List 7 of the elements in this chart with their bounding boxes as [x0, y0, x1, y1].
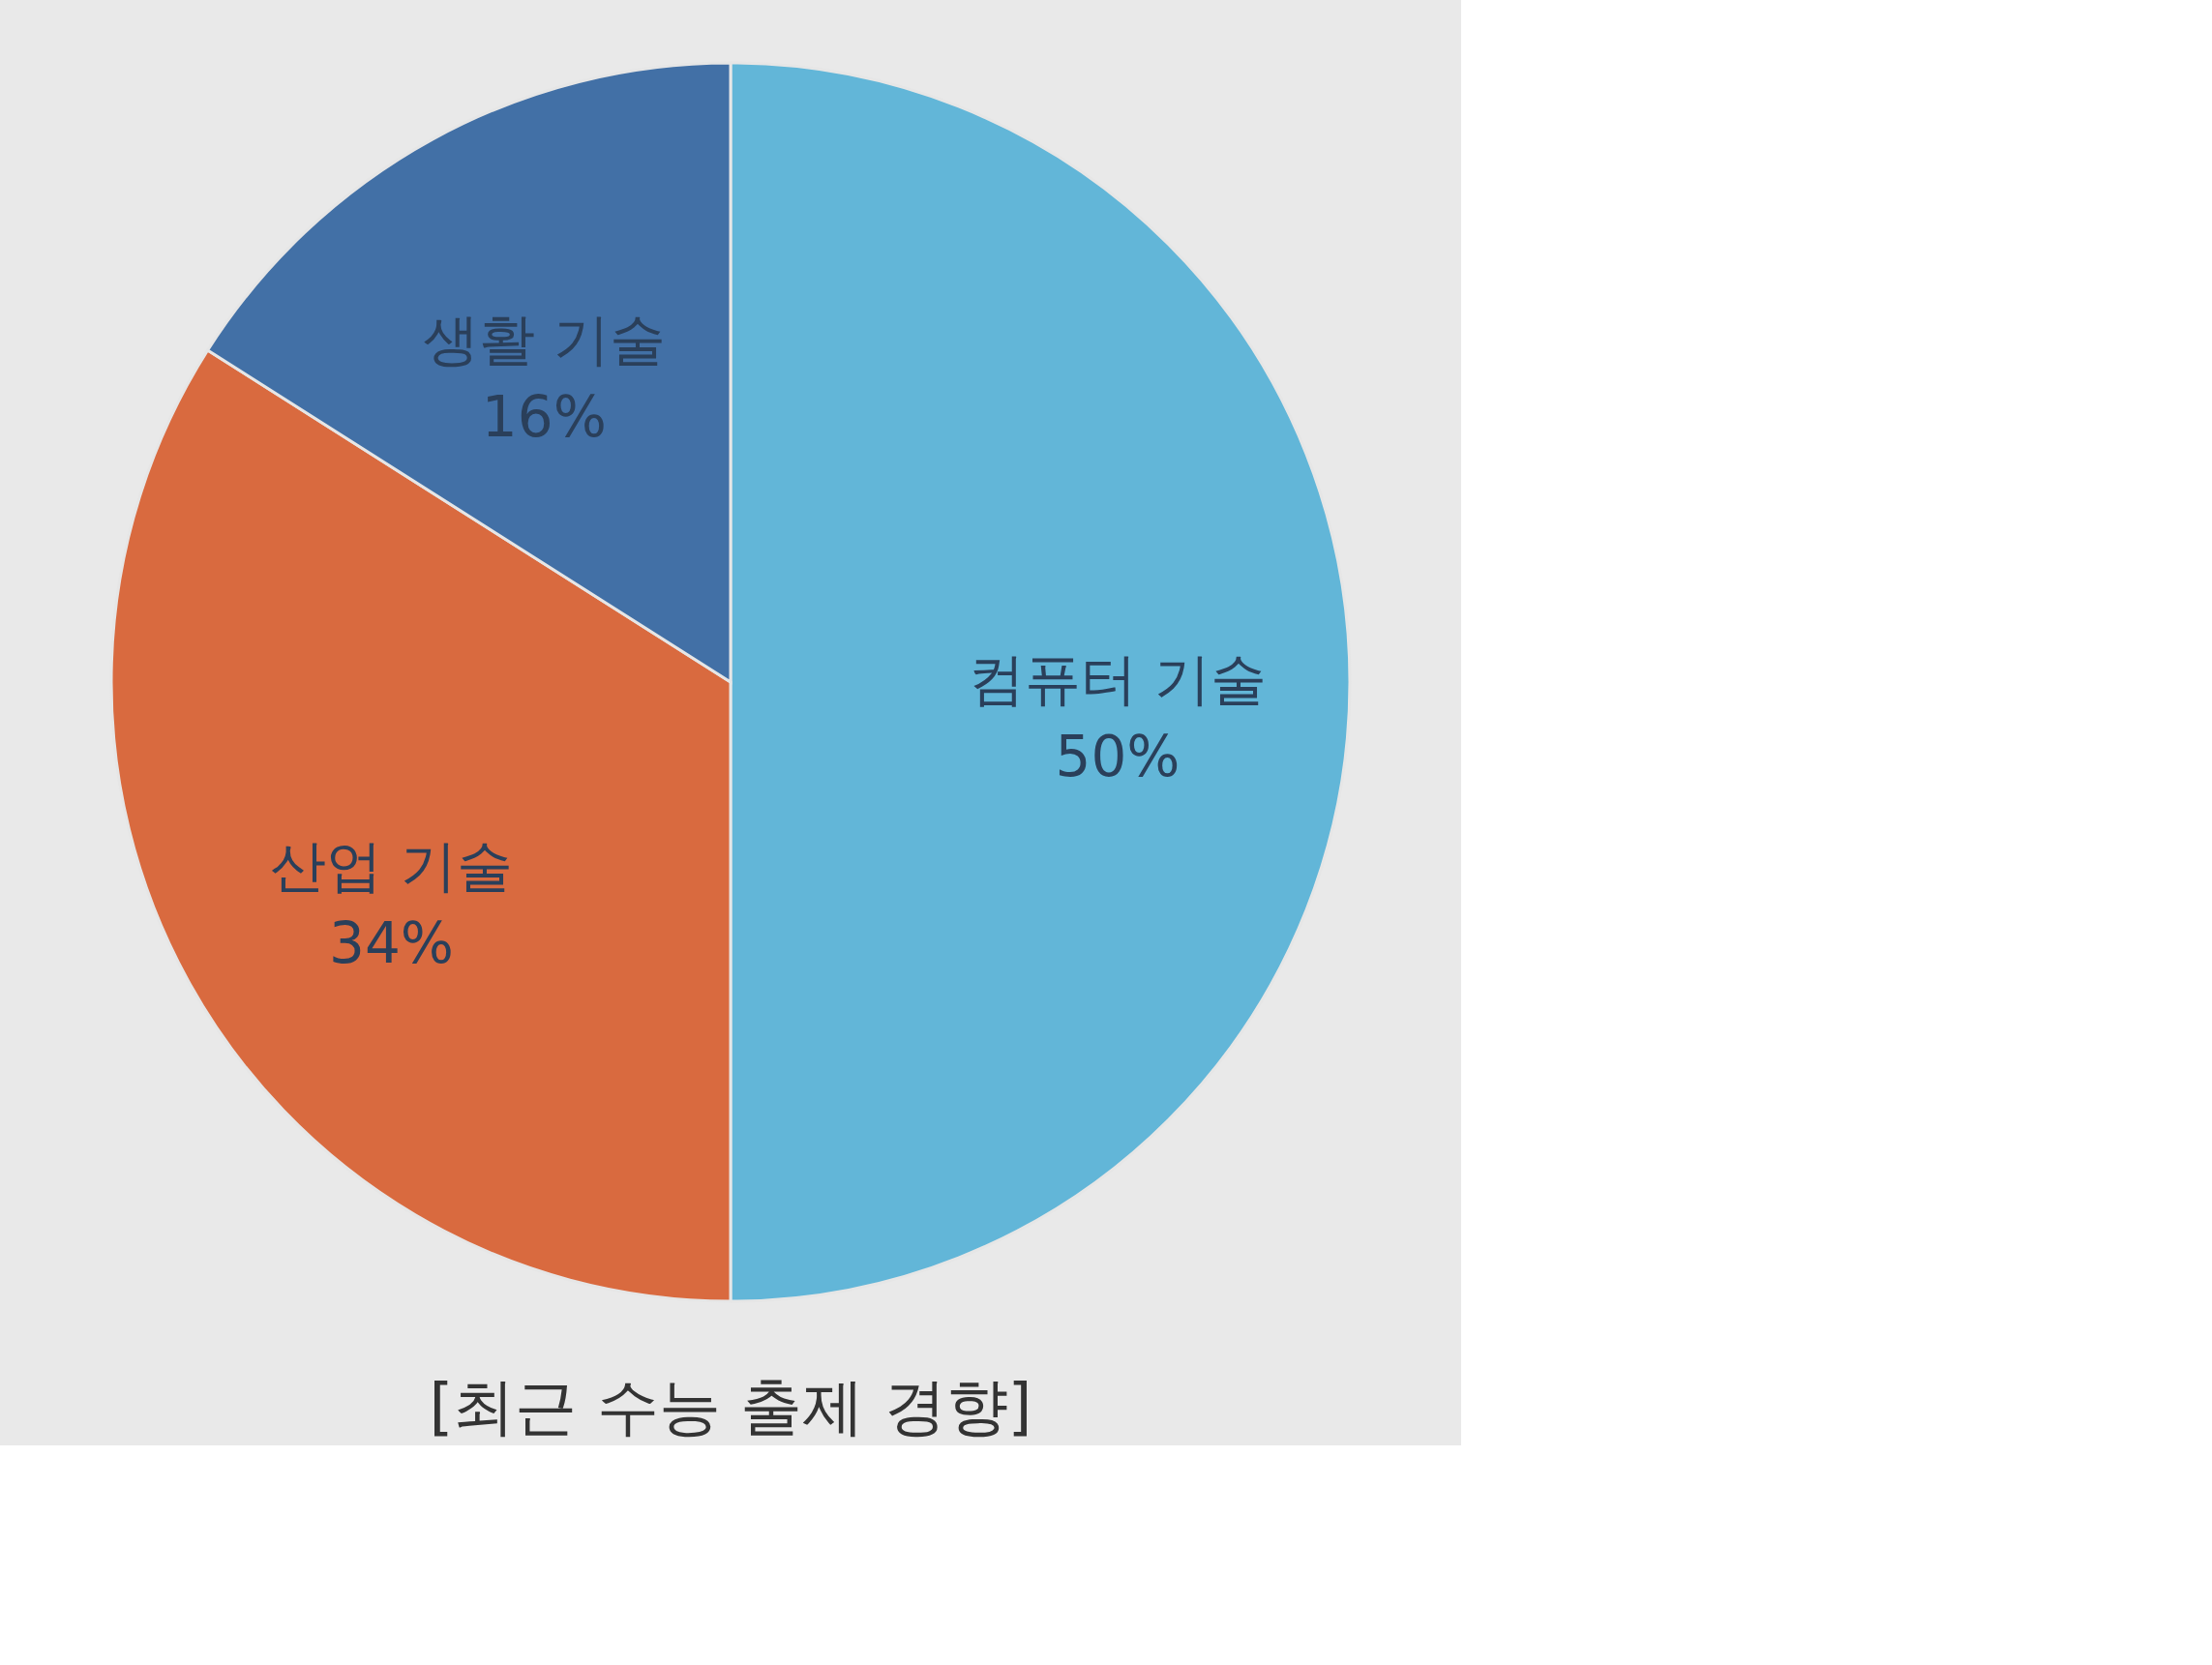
data-label: 34%	[329, 909, 454, 976]
data-label: 50%	[1055, 724, 1181, 789]
data-label: 16%	[481, 384, 607, 451]
slice-label: 산업 기술	[270, 832, 513, 899]
slice-label: 컴퓨터 기술	[968, 646, 1268, 712]
slice-label: 생활 기술	[423, 307, 666, 373]
text: [최근 수능 출제 경향]	[429, 1371, 1032, 1442]
